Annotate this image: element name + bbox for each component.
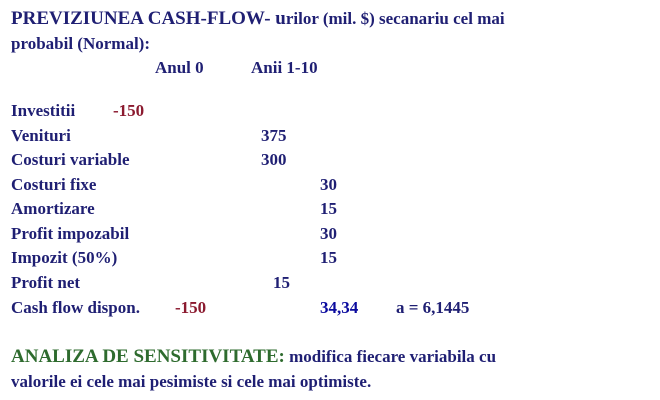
page-title: PREVIZIUNEA CASH-FLOW- urilor (mil. $) s… <box>11 9 505 28</box>
row-label-costuri-fixe: Costuri fixe <box>11 175 97 194</box>
row-label-venituri: Venituri <box>11 126 71 145</box>
value-amortizare: 15 <box>320 199 337 218</box>
row-label-profit-net: Profit net <box>11 273 81 292</box>
sensitivity-heading: ANALIZA DE SENSITIVITATE: <box>11 346 285 367</box>
title-part-b: rilor (mil. $) secanariu cel mai <box>285 9 505 28</box>
page-subtitle: probabil (Normal): <box>11 34 150 53</box>
value-costuri-variable: 300 <box>261 150 287 169</box>
title-part-a: PREVIZIUNEA CASH-FLOW- u <box>11 8 286 29</box>
row-label-investitii: Investitii <box>11 101 76 120</box>
row-label-costuri-variable: Costuri variable <box>11 150 130 169</box>
value-impozit: 15 <box>320 248 337 267</box>
sensitivity-line-2: valorile ei cele mai pesimiste si cele m… <box>11 372 372 391</box>
column-header-years: Anii 1-10 <box>251 58 318 77</box>
sensitivity-line-1: ANALIZA DE SENSITIVITATE: modifica fieca… <box>11 347 496 366</box>
value-cash-flow-year0: -150 <box>175 298 207 317</box>
value-investitii-year0: -150 <box>113 101 145 120</box>
row-label-profit-impozabil: Profit impozabil <box>11 224 130 243</box>
row-label-cash-flow: Cash flow dispon. <box>11 298 140 317</box>
annuity-factor-note: a = 6,1445 <box>396 298 470 317</box>
column-header-year0: Anul 0 <box>155 58 204 77</box>
value-venituri: 375 <box>261 126 287 145</box>
value-profit-net: 15 <box>273 273 290 292</box>
value-profit-impozabil: 30 <box>320 224 337 243</box>
row-label-impozit: Impozit (50%) <box>11 248 118 267</box>
row-label-amortizare: Amortizare <box>11 199 95 218</box>
value-cash-flow-years: 34,34 <box>320 298 359 317</box>
sensitivity-text-1: modifica fiecare variabila cu <box>284 347 497 366</box>
value-costuri-fixe: 30 <box>320 175 337 194</box>
